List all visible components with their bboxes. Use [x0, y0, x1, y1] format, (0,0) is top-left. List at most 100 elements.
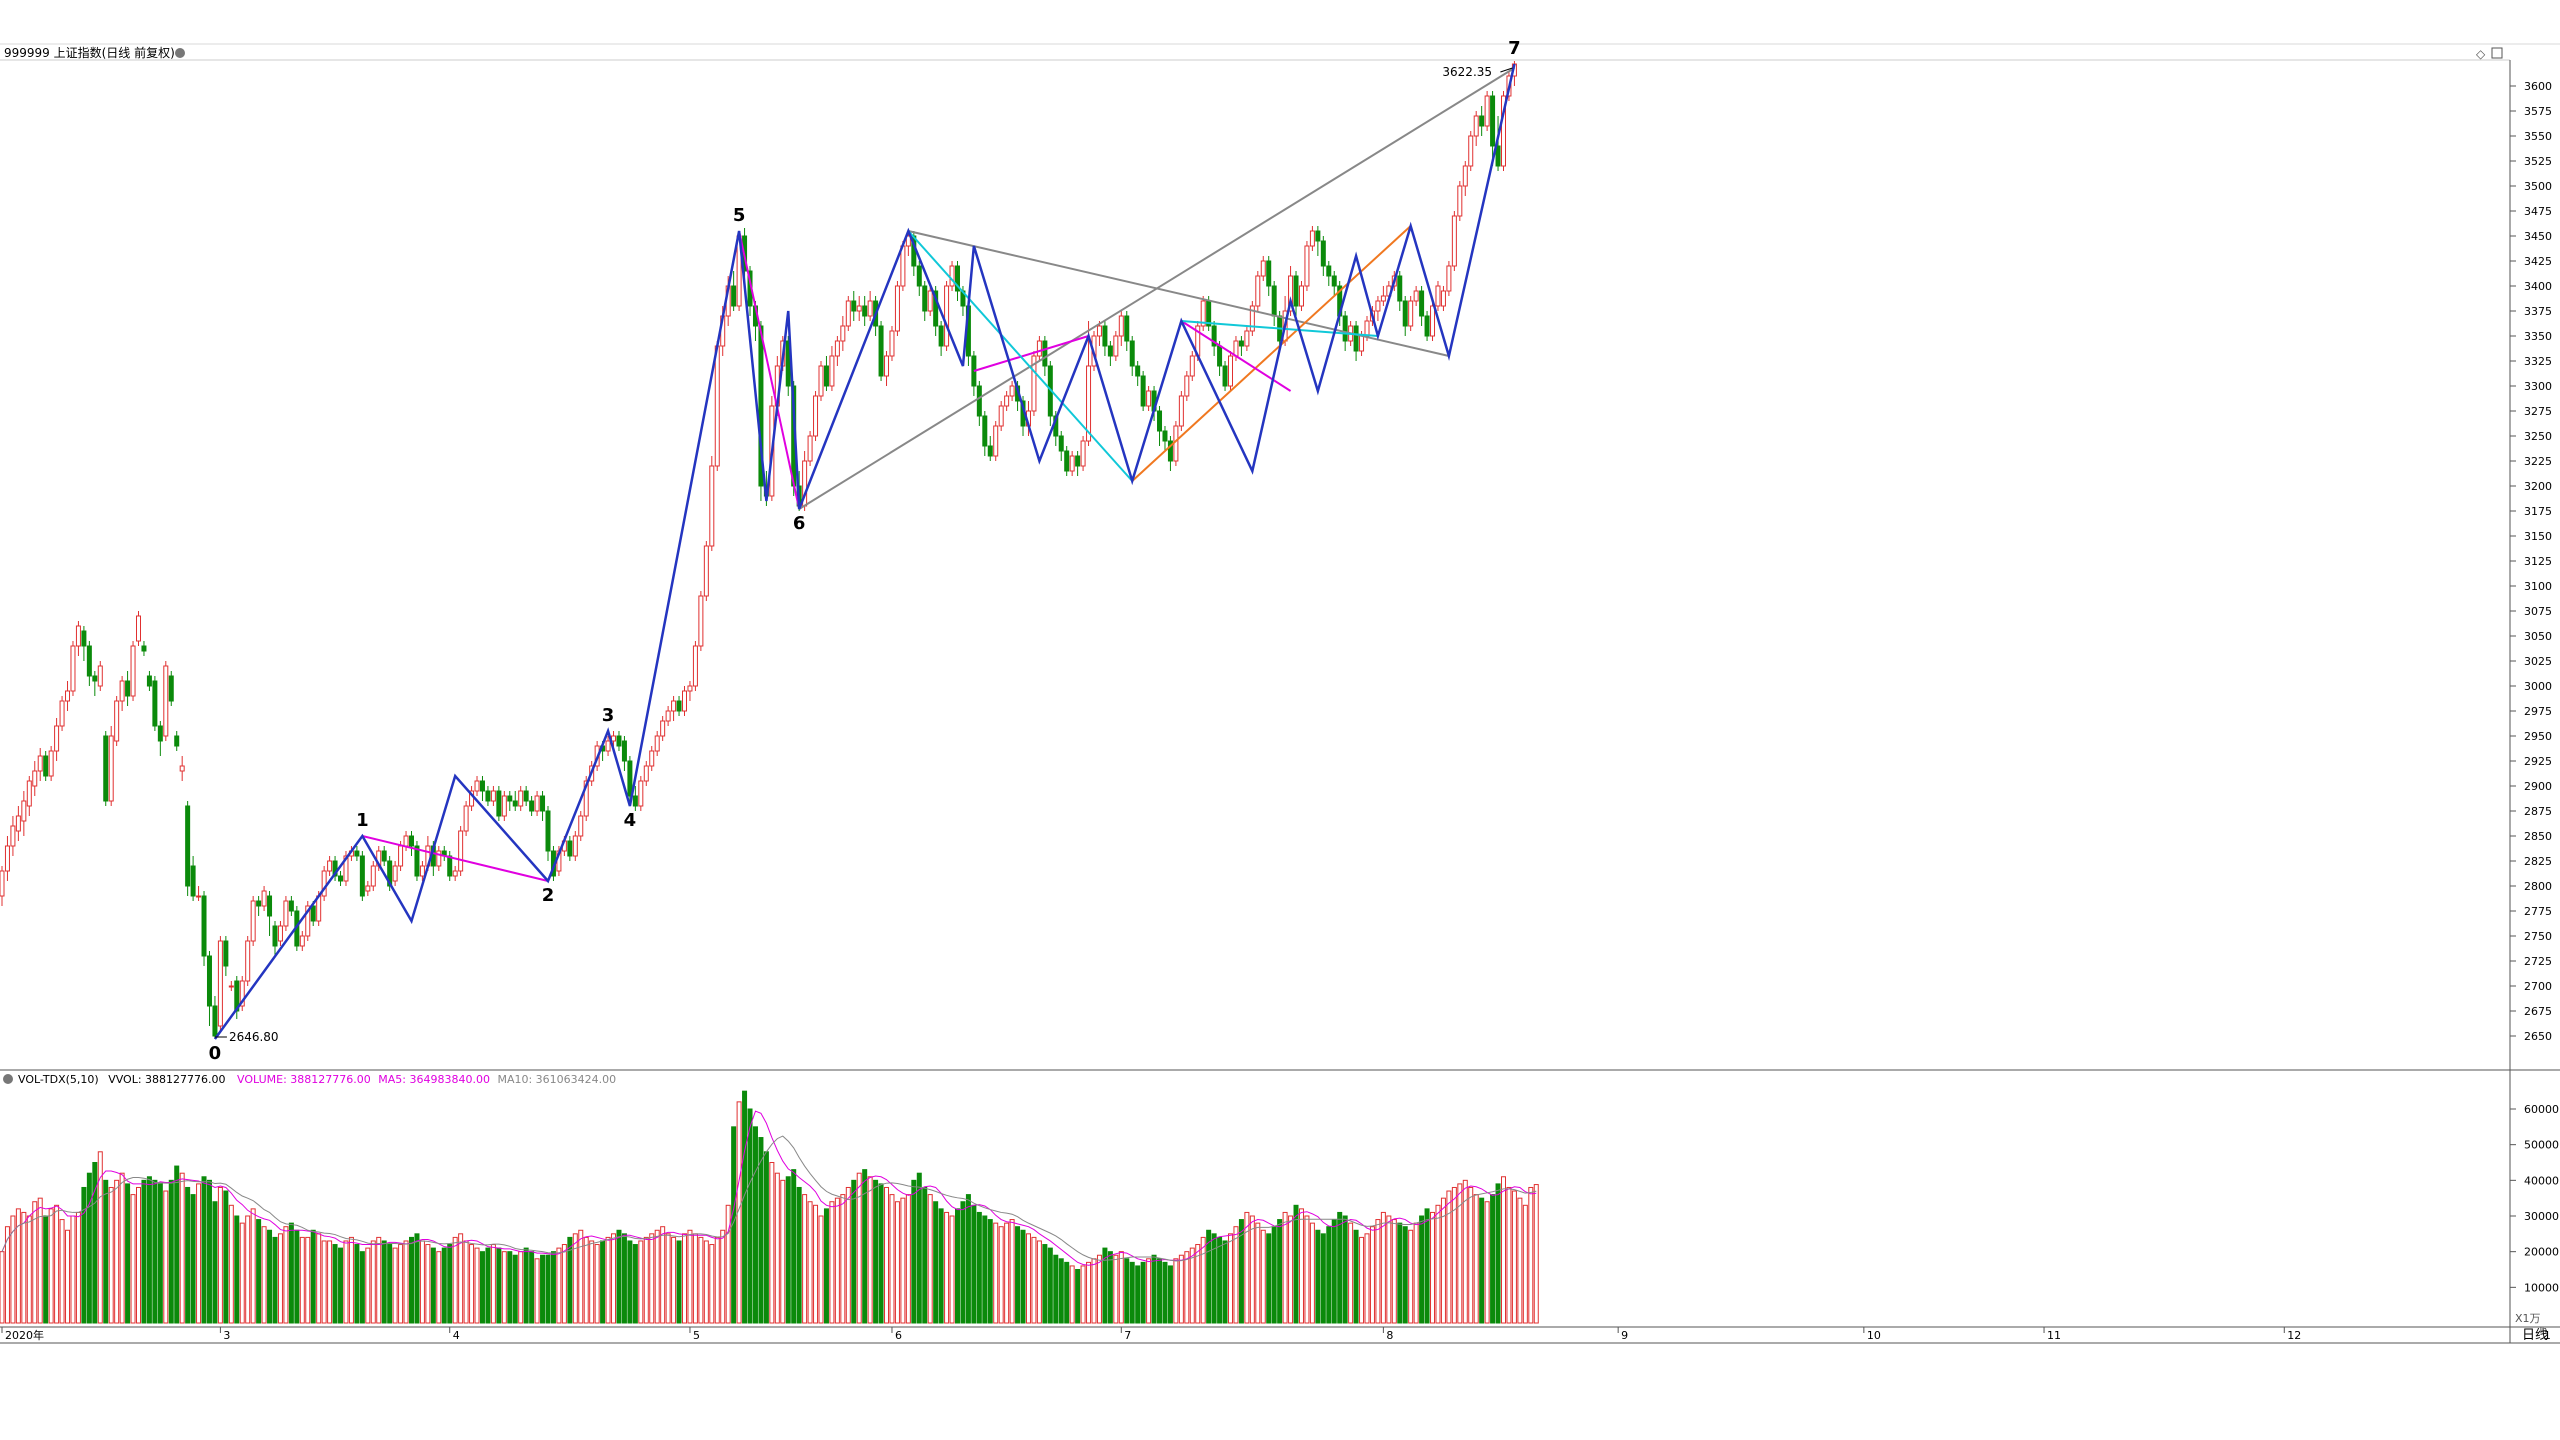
volume-bar: [1375, 1219, 1381, 1324]
volume-bar: [987, 1219, 993, 1324]
candle: [501, 791, 507, 821]
volume-bar: [752, 1126, 758, 1324]
candle: [1440, 286, 1446, 311]
volume-bar: [550, 1251, 556, 1324]
candle: [201, 891, 207, 966]
panel-controls[interactable]: ◇: [2476, 47, 2503, 61]
volume-bar: [611, 1233, 617, 1324]
price-tick-label: 2775: [2524, 905, 2552, 918]
candle: [1189, 351, 1195, 381]
cyan-trend-line: [1181, 320, 1378, 337]
volume-bar: [441, 1247, 447, 1324]
candle: [1211, 321, 1217, 356]
price-tick-label: 3525: [2524, 155, 2552, 168]
candle: [359, 851, 365, 901]
volume-bar: [567, 1236, 573, 1324]
candle: [1086, 321, 1092, 446]
volume-bar: [1337, 1211, 1343, 1324]
volume-bar: [414, 1233, 420, 1324]
volume-bar: [370, 1240, 376, 1324]
candle-body: [851, 300, 857, 312]
period-label[interactable]: 日线: [2522, 1328, 2548, 1343]
volume-bar: [108, 1186, 114, 1324]
wave-label: 0: [209, 1043, 222, 1064]
volume-bar: [1233, 1226, 1239, 1324]
candle: [1009, 381, 1015, 401]
candle: [731, 271, 737, 311]
volume-bar: [1195, 1244, 1201, 1324]
candle-body: [97, 665, 103, 687]
candle-body: [277, 925, 283, 942]
candle: [206, 951, 212, 1026]
candle: [1244, 326, 1250, 351]
volume-bar: [643, 1236, 649, 1324]
magenta-trend-line: [973, 335, 1089, 372]
svg-text:3622.35: 3622.35: [1442, 65, 1492, 79]
candle-body: [916, 265, 922, 287]
candle-body: [1331, 275, 1337, 287]
volume-bar: [294, 1229, 300, 1324]
volume-bar: [785, 1176, 791, 1324]
volume-bar: [1189, 1247, 1195, 1324]
volume-moving-averages: [1, 1110, 1537, 1266]
volume-bar: [758, 1137, 764, 1324]
volume-bar: [960, 1201, 966, 1324]
volume-bar: [1304, 1215, 1310, 1324]
candle: [867, 291, 873, 321]
candle-body: [518, 790, 524, 807]
volume-bar: [125, 1183, 131, 1324]
volume-bar: [65, 1229, 71, 1324]
volume-bar: [687, 1229, 693, 1324]
candle-body: [157, 725, 163, 742]
candle: [103, 731, 109, 806]
candle: [239, 976, 245, 1011]
candle: [223, 936, 229, 976]
volume-bar: [1277, 1219, 1283, 1324]
volume-bar: [1326, 1226, 1332, 1324]
candle: [698, 591, 704, 651]
volume-bar: [1118, 1251, 1124, 1324]
candle: [1402, 296, 1408, 336]
candle-body: [1451, 215, 1457, 267]
volume-bar: [447, 1244, 453, 1324]
candle-body: [15, 815, 21, 832]
volume-bar: [59, 1219, 65, 1324]
price-tick-label: 2925: [2524, 755, 2552, 768]
candle-body: [660, 720, 666, 737]
candle-body: [976, 385, 982, 417]
candle-body: [922, 285, 928, 312]
volume-bar: [1157, 1258, 1163, 1324]
candle-body: [1096, 325, 1102, 337]
volume-bar: [1364, 1233, 1370, 1324]
volume-bar: [955, 1208, 960, 1324]
candle-body: [1364, 320, 1370, 337]
candle: [463, 801, 469, 836]
price-tick-label: 3100: [2524, 580, 2552, 593]
candle: [944, 281, 950, 351]
volume-bar: [501, 1251, 507, 1324]
volume-bar: [327, 1240, 333, 1324]
volume-bar: [616, 1229, 622, 1324]
candle: [682, 686, 687, 716]
settings-icon[interactable]: [175, 48, 185, 58]
volume-bar: [381, 1240, 387, 1324]
candle: [1304, 241, 1310, 291]
candle: [676, 696, 682, 716]
price-tick-label: 3150: [2524, 530, 2552, 543]
candle-body: [152, 680, 158, 727]
candle-body: [703, 545, 709, 597]
price-tick-label: 2700: [2524, 980, 2552, 993]
volume-bar: [321, 1240, 327, 1324]
maximize-icon: [2491, 47, 2503, 59]
candle-body: [403, 835, 409, 847]
volume-bar: [927, 1194, 933, 1324]
volume-bar: [48, 1208, 54, 1324]
candle-body: [168, 675, 174, 702]
candle-body: [1129, 340, 1135, 367]
candle-body: [627, 760, 633, 797]
volume-bar: [114, 1179, 120, 1324]
candle-body: [1031, 355, 1037, 412]
candle-body: [1446, 265, 1452, 292]
candle-body: [81, 630, 87, 647]
